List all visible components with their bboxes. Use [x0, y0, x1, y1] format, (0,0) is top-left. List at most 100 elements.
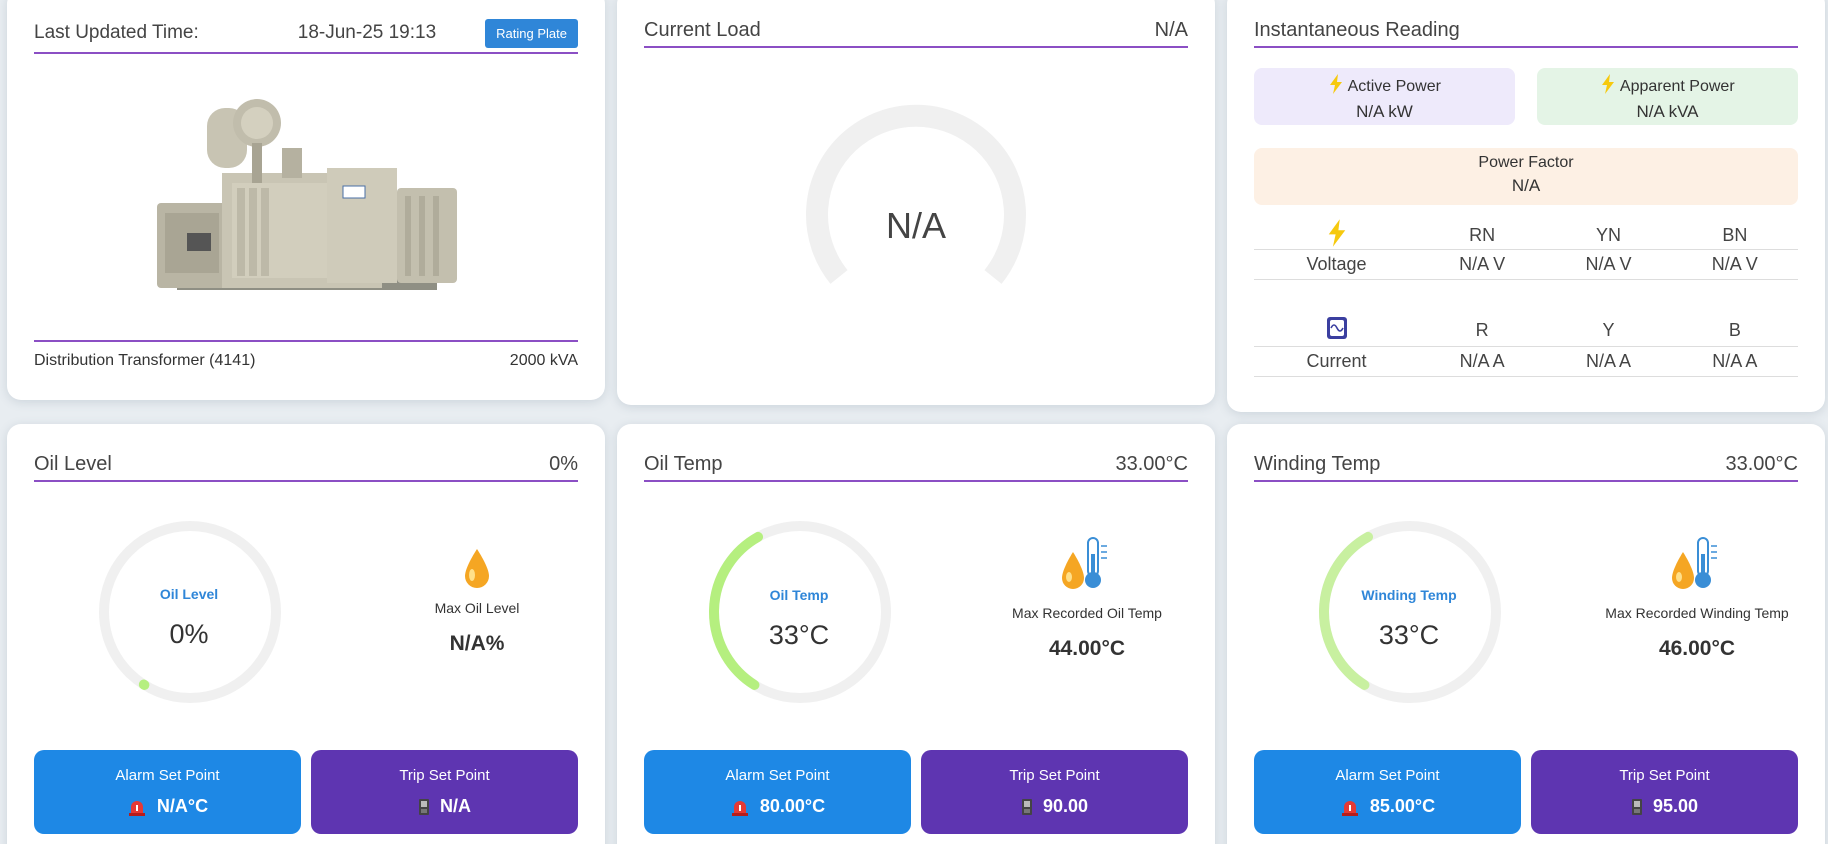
oil-level-card: Oil Level 0% Oil Level 0% Max Oil Level …	[7, 424, 605, 844]
device-name: Distribution Transformer (4141)	[34, 352, 256, 369]
info-header: Last Updated Time: 18-Jun-25 19:13 Ratin…	[34, 14, 578, 54]
power-factor-label: Power Factor	[1478, 154, 1574, 171]
current-header-b: B	[1728, 320, 1741, 340]
power-factor-value: N/A	[1511, 176, 1541, 195]
current-header-y: Y	[1602, 320, 1615, 340]
current-load-header: Current Load N/A	[644, 14, 1188, 48]
trip-icon	[1021, 798, 1032, 815]
max-oil-level-label: Max Oil Level	[434, 600, 520, 616]
max-oil-level-block: Max Oil Level N/A%	[357, 547, 597, 656]
transformer-image	[157, 99, 457, 290]
alarm-set-point-value: 85.00°C	[1369, 796, 1436, 816]
oil-temp-arc	[709, 531, 764, 690]
trip-set-point-title: Trip Set Point	[1009, 767, 1100, 784]
voltage-header-yn: YN	[1595, 225, 1621, 245]
max-oil-temp-block: Max Recorded Oil Temp 44.00°C	[967, 536, 1207, 661]
alarm-set-point-card: Alarm Set Point N/A°C	[34, 750, 301, 834]
power-factor-pill: Power Factor N/A	[1254, 148, 1798, 205]
alarm-set-point-card: Alarm Set Point 85.00°C	[1254, 750, 1521, 834]
device-capacity: 2000 kVA	[509, 352, 578, 369]
info-footer: Distribution Transformer (4141) 2000 kVA	[34, 340, 578, 370]
winding-temp-circle-value: 33°C	[1378, 620, 1440, 650]
alarm-set-point-value: N/A°C	[156, 796, 209, 816]
oil-temp-title: Oil Temp	[644, 452, 723, 475]
trip-set-point-title: Trip Set Point	[399, 767, 490, 784]
oil-temp-circle-label: Oil Temp	[769, 587, 829, 603]
current-table: R Y B Current N/A A N/A A N/A A	[1254, 315, 1798, 377]
alarm-set-point-title: Alarm Set Point	[725, 767, 830, 784]
lightning-icon	[1602, 74, 1615, 94]
alarm-set-point-card: Alarm Set Point 80.00°C	[644, 750, 911, 834]
last-updated-label: Last Updated Time:	[34, 22, 199, 43]
current-load-gauge-value: N/A	[885, 205, 946, 246]
voltage-value-bn: N/A V	[1711, 254, 1758, 274]
voltage-label: Voltage	[1306, 254, 1367, 274]
active-power-value: N/A kW	[1356, 102, 1413, 121]
winding-temp-header-value: 33.00°C	[1725, 452, 1799, 475]
oil-level-circle	[99, 521, 281, 703]
max-winding-temp-value: 46.00°C	[1658, 637, 1736, 660]
max-oil-level-value: N/A%	[449, 632, 505, 655]
winding-temp-title: Winding Temp	[1254, 452, 1381, 475]
thermometer-icon	[1062, 537, 1107, 589]
max-oil-temp-value: 44.00°C	[1048, 637, 1126, 660]
alarm-icon	[128, 800, 145, 816]
instantaneous-reading-card: Instantaneous Reading Active Power N/A k…	[1227, 0, 1825, 412]
voltage-header-bn: BN	[1722, 225, 1748, 245]
oil-temp-circle-value: 33°C	[768, 620, 830, 650]
trip-set-point-title: Trip Set Point	[1619, 767, 1710, 784]
oil-level-header: Oil Level 0%	[34, 448, 578, 482]
max-winding-temp-block: Max Recorded Winding Temp 46.00°C	[1577, 536, 1817, 661]
oil-level-title: Oil Level	[34, 452, 112, 475]
current-label: Current	[1306, 351, 1367, 371]
winding-temp-circle	[1319, 521, 1501, 703]
thermometer-icon	[1672, 537, 1717, 589]
alarm-icon	[731, 800, 748, 816]
alarm-set-point-value: 80.00°C	[759, 796, 826, 816]
apparent-power-value: N/A kVA	[1636, 102, 1699, 121]
winding-temp-arc	[1319, 531, 1374, 690]
current-header-r: R	[1475, 320, 1489, 340]
trip-set-point-card: Trip Set Point N/A	[311, 750, 578, 834]
voltage-table: RN YN BN Voltage N/A V N/A V N/A V	[1254, 219, 1798, 280]
trip-icon	[419, 798, 429, 815]
winding-temp-circle-label: Winding Temp	[1361, 587, 1457, 603]
current-value-b: N/A A	[1712, 351, 1758, 371]
trip-icon	[1631, 798, 1642, 815]
oil-level-circle-label: Oil Level	[159, 586, 219, 602]
transformer-info-card: Last Updated Time: 18-Jun-25 19:13 Ratin…	[7, 0, 605, 400]
voltage-value-yn: N/A V	[1585, 254, 1632, 274]
oil-level-circle-value: 0%	[169, 619, 209, 649]
apparent-power-pill: Apparent Power N/A kVA	[1537, 68, 1798, 125]
instantaneous-header: Instantaneous Reading	[1254, 14, 1798, 48]
alarm-icon	[1341, 800, 1358, 816]
active-power-label: Active Power	[1347, 78, 1441, 95]
voltage-header-rn: RN	[1469, 225, 1496, 245]
trip-set-point-card: Trip Set Point 95.00	[1531, 750, 1798, 834]
current-load-title: Current Load	[644, 18, 761, 41]
oil-level-header-value: 0%	[549, 452, 578, 475]
trip-set-point-value: N/A	[440, 796, 471, 816]
current-value-r: N/A A	[1459, 351, 1505, 371]
alarm-set-point-title: Alarm Set Point	[1335, 767, 1440, 784]
trip-set-point-card: Trip Set Point 90.00	[921, 750, 1188, 834]
rating-plate-button[interactable]: Rating Plate	[485, 18, 578, 48]
oil-temp-header-value: 33.00°C	[1115, 452, 1189, 475]
active-power-pill: Active Power N/A kW	[1254, 68, 1515, 125]
max-winding-temp-label: Max Recorded Winding Temp	[1605, 605, 1789, 621]
voltage-value-row: Voltage N/A V N/A V N/A V	[1254, 250, 1798, 280]
ac-current-icon	[1326, 317, 1347, 339]
winding-temp-header: Winding Temp 33.00°C	[1254, 448, 1798, 482]
voltage-value-rn: N/A V	[1459, 254, 1506, 274]
oil-temp-circle	[709, 521, 891, 703]
oil-temp-card: Oil Temp 33.00°C Oil Temp 33°C Max Recor…	[617, 424, 1215, 844]
alarm-set-point-title: Alarm Set Point	[115, 767, 220, 784]
last-updated-value: 18-Jun-25 19:13	[297, 22, 437, 43]
lightning-icon	[1330, 74, 1343, 94]
current-header-row: R Y B	[1254, 315, 1798, 347]
trip-set-point-value: 95.00	[1652, 796, 1699, 816]
voltage-header-row: RN YN BN	[1254, 219, 1798, 250]
oil-drop-icon	[465, 549, 489, 588]
trip-set-point-value: 90.00	[1042, 796, 1089, 816]
instantaneous-title: Instantaneous Reading	[1254, 18, 1460, 41]
